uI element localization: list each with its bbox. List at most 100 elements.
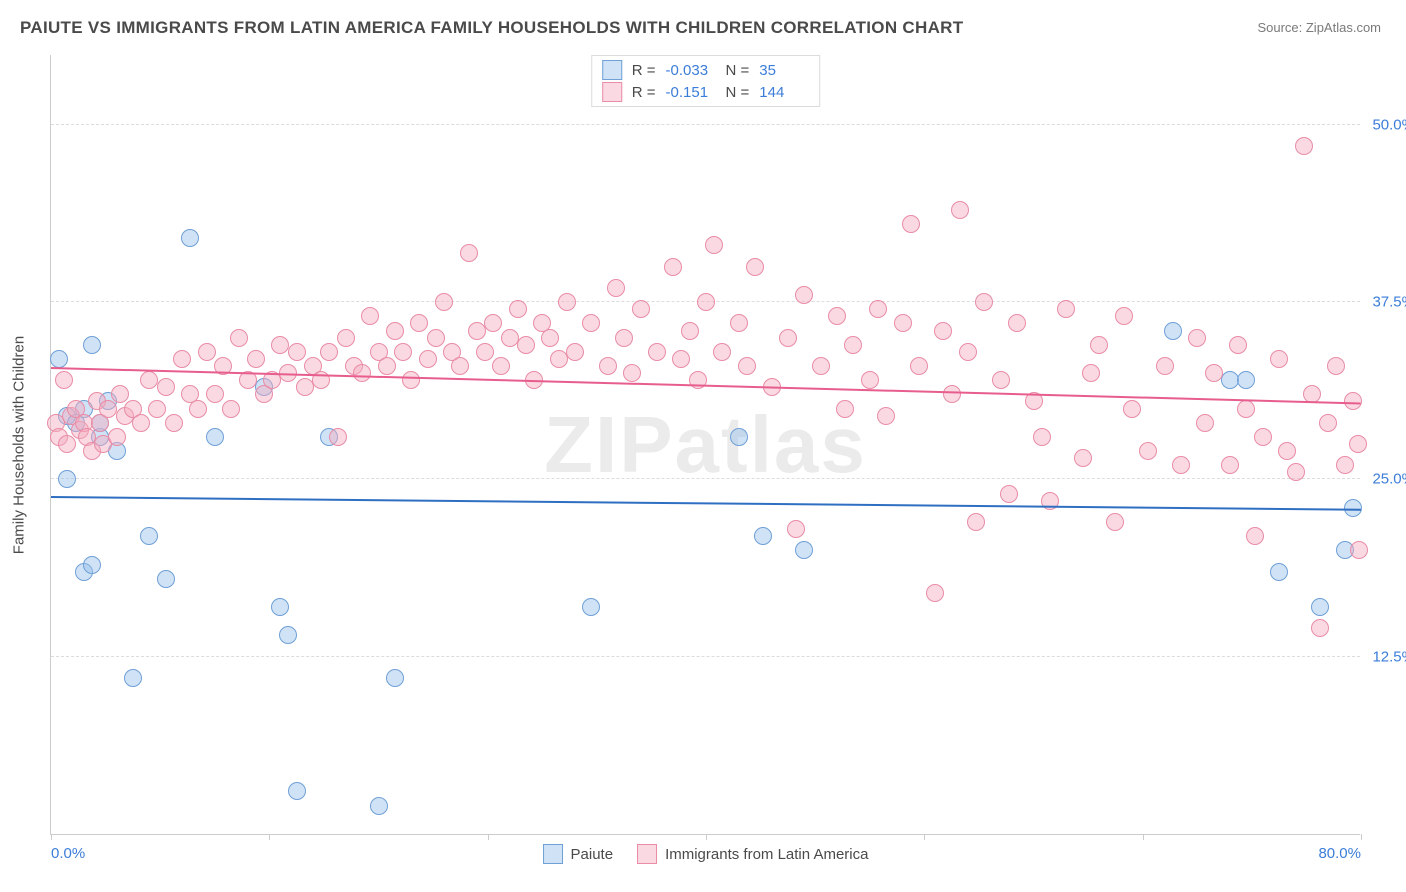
data-point [50,350,68,368]
data-point [427,329,445,347]
data-point [705,236,723,254]
data-point [230,329,248,347]
data-point [378,357,396,375]
data-point [410,314,428,332]
data-point [1336,456,1354,474]
gridline-horizontal [51,478,1360,479]
data-point [951,201,969,219]
data-point [361,307,379,325]
y-axis-label: Family Households with Children [11,335,28,553]
data-point [648,343,666,361]
data-point [288,343,306,361]
data-point [632,300,650,318]
watermark-text: ZIPatlas [544,399,867,491]
data-point [623,364,641,382]
data-point [902,215,920,233]
data-point [1106,513,1124,531]
data-point [1349,435,1367,453]
data-point [754,527,772,545]
data-point [910,357,928,375]
data-point [517,336,535,354]
data-point [247,350,265,368]
data-point [795,541,813,559]
data-point [394,343,412,361]
data-point [1074,449,1092,467]
data-point [1287,463,1305,481]
data-point [1057,300,1075,318]
data-point [664,258,682,276]
data-point [1115,307,1133,325]
data-point [599,357,617,375]
data-point [1221,456,1239,474]
data-point [58,435,76,453]
data-point [1123,400,1141,418]
y-tick-label: 50.0% [1372,116,1406,133]
x-tick [706,834,707,840]
data-point [934,322,952,340]
data-point [1139,442,1157,460]
data-point [894,314,912,332]
data-point [730,428,748,446]
legend-swatch-2 [637,844,657,864]
data-point [132,414,150,432]
data-point [836,400,854,418]
trend-line [51,496,1361,511]
data-point [1254,428,1272,446]
data-point [738,357,756,375]
data-point [861,371,879,389]
y-tick-label: 12.5% [1372,648,1406,665]
data-point [672,350,690,368]
chart-title: PAIUTE VS IMMIGRANTS FROM LATIN AMERICA … [20,18,963,38]
data-point [967,513,985,531]
legend-item-1: Paiute [543,844,614,864]
data-point [320,343,338,361]
data-point [746,258,764,276]
data-point [189,400,207,418]
data-point [271,598,289,616]
data-point [1196,414,1214,432]
data-point [869,300,887,318]
data-point [206,385,224,403]
data-point [140,527,158,545]
data-point [370,797,388,815]
data-point [1319,414,1337,432]
data-point [353,364,371,382]
x-tick-label: 0.0% [51,845,85,862]
data-point [566,343,584,361]
x-tick [488,834,489,840]
swatch-series-2 [602,82,622,102]
legend-swatch-1 [543,844,563,864]
data-point [1237,371,1255,389]
x-tick [269,834,270,840]
data-point [55,371,73,389]
data-point [844,336,862,354]
data-point [1270,350,1288,368]
r-label: R = [632,62,656,79]
gridline-horizontal [51,124,1360,125]
n-value-1: 35 [759,62,809,79]
data-point [713,343,731,361]
data-point [484,314,502,332]
data-point [1311,598,1329,616]
data-point [206,428,224,446]
data-point [1327,357,1345,375]
data-point [1350,541,1368,559]
data-point [550,350,568,368]
data-point [541,329,559,347]
data-point [83,556,101,574]
data-point [222,400,240,418]
data-point [157,378,175,396]
swatch-series-1 [602,60,622,80]
data-point [271,336,289,354]
data-point [476,343,494,361]
data-point [1221,371,1239,389]
data-point [492,357,510,375]
r-value-2: -0.151 [666,84,716,101]
data-point [386,669,404,687]
data-point [582,598,600,616]
n-value-2: 144 [759,84,809,101]
data-point [992,371,1010,389]
bottom-legend: Paiute Immigrants from Latin America [543,844,869,864]
data-point [329,428,347,446]
legend-label-2: Immigrants from Latin America [665,846,868,863]
